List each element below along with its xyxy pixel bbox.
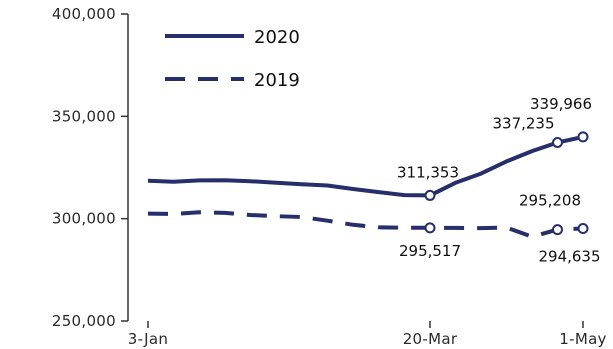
legend: 2020 2019 [165, 27, 300, 91]
legend-label-2019: 2019 [254, 70, 300, 91]
x-tick-label: 20-Mar [403, 330, 458, 348]
point-marker-2020-20-Mar [424, 189, 436, 201]
data-label-2020-1-May: 339,966 [530, 95, 592, 113]
data-label-2019-24-Apr: 294,635 [538, 248, 600, 266]
y-tick-label: 250,000 [52, 312, 116, 330]
data-label-2020-20-Mar: 311,353 [397, 163, 459, 181]
axes: 250,000 300,000 350,000 400,000 3-Jan 20-Mar 1… [52, 5, 607, 348]
point-marker-2020-1-May [577, 131, 589, 143]
y-tick-label: 300,000 [52, 210, 116, 228]
point-marker-2019-24-Apr [552, 224, 563, 236]
y-tick-label: 350,000 [52, 107, 116, 125]
point-marker-2020-24-Apr [552, 136, 563, 148]
series-line-2019 [147, 210, 584, 239]
point-marker-2019-20-Mar [424, 222, 436, 234]
legend-label-2020: 2020 [254, 27, 300, 48]
series-group [147, 131, 589, 239]
series-line-2020 [147, 134, 584, 198]
data-label-2019-1-May: 295,208 [519, 191, 581, 209]
x-tick-label: 1-May [559, 330, 606, 348]
x-tick-label: 3-Jan [128, 330, 168, 348]
data-label-2019-20-Mar: 295,517 [399, 242, 461, 260]
y-tick-label: 400,000 [52, 5, 116, 23]
point-marker-2019-1-May [577, 222, 589, 234]
data-label-2020-24-Apr: 337,235 [492, 114, 554, 132]
